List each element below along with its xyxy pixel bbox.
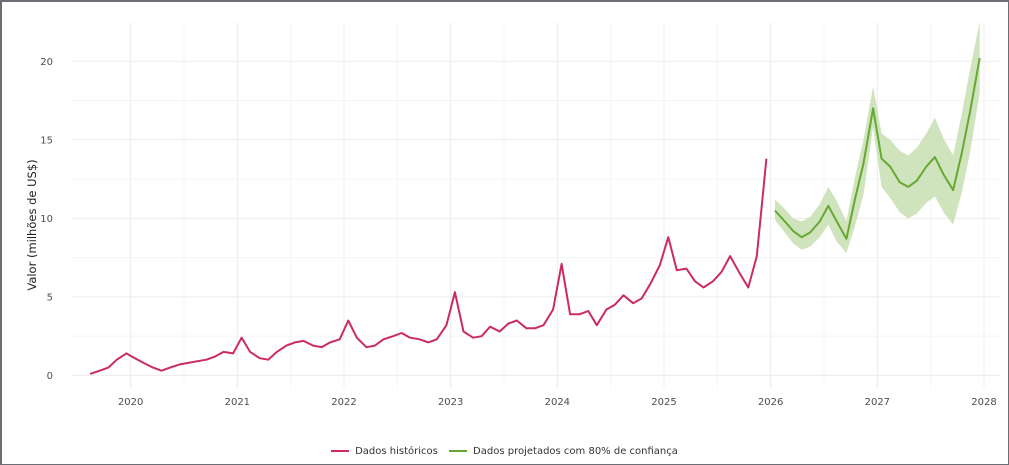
x-tick-label: 2026 bbox=[758, 397, 783, 408]
x-tick-label: 2028 bbox=[971, 397, 996, 408]
legend-label-historical: Dados históricos bbox=[355, 445, 438, 457]
x-tick-label: 2023 bbox=[438, 397, 463, 408]
x-tick-label: 2020 bbox=[118, 397, 143, 408]
grid-lines bbox=[72, 22, 1000, 388]
y-tick-label: 15 bbox=[40, 135, 53, 146]
series-lines bbox=[89, 57, 981, 375]
forecast-series-line bbox=[774, 57, 981, 240]
x-tick-label: 2021 bbox=[225, 397, 250, 408]
y-axis-label: Valor (milhões de US$) bbox=[25, 159, 39, 290]
legend-swatch-forecast bbox=[449, 450, 468, 452]
y-tick-label: 10 bbox=[40, 214, 53, 225]
y-tick-labels: 0 5 10 15 20 bbox=[40, 57, 53, 382]
historical-series-line bbox=[89, 158, 768, 375]
legend-swatch-historical bbox=[331, 450, 350, 452]
legend-label-forecast: Dados projetados com 80% de confiança bbox=[473, 445, 678, 457]
x-tick-label: 2027 bbox=[865, 397, 890, 408]
x-tick-label: 2024 bbox=[545, 397, 570, 408]
x-tick-label: 2022 bbox=[331, 397, 356, 408]
y-tick-label: 20 bbox=[40, 57, 53, 68]
chart-legend: Dados históricos Dados projetados com 80… bbox=[0, 444, 1009, 457]
y-tick-label: 5 bbox=[47, 292, 53, 303]
legend-item-forecast: Dados projetados com 80% de confiança bbox=[449, 446, 678, 457]
y-tick-label: 0 bbox=[47, 371, 53, 382]
x-tick-labels: 2020 2021 2022 2023 2024 2025 2026 2027 2028 bbox=[118, 397, 997, 408]
legend-item-historical: Dados históricos bbox=[331, 446, 438, 457]
x-tick-label: 2025 bbox=[651, 397, 676, 408]
